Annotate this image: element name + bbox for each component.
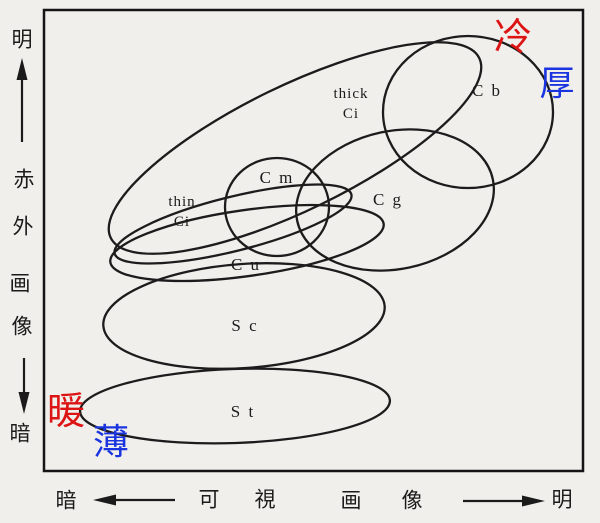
thin-annotation: 薄 [92,422,130,463]
thin-ci-label-line2: Ci [173,214,191,230]
vis-axis-name-char-2: 視 [254,487,276,512]
thick-ci-label-line1: thick [333,86,369,102]
ir-axis-bright-label: 明 [11,27,33,52]
st-label: S t [230,402,256,421]
ir-axis-up-arrow [16,58,28,142]
plot-border [42,8,585,473]
thick-ci-label: thick Ci [334,84,369,124]
thick-ci-ellipse [107,41,483,255]
ir-axis-name-char-2: 外 [12,214,34,239]
cb-ellipse [381,34,555,190]
vis-axis-right-arrow [463,495,545,507]
vis-axis-name-char-1: 可 [198,487,220,512]
cm-ellipse [223,156,331,258]
ir-axis-name-char-1: 赤 [13,167,35,192]
vis-axis-name-char-4: 像 [401,488,423,513]
cu-ellipse [109,203,385,283]
cold-annotation: 冷 [493,15,533,59]
cloud-ellipse-layer [78,34,555,445]
cu-label: C u [230,255,262,274]
ir-axis-name-char-3: 画 [9,271,31,296]
thin-ci-label-line1: thin [168,194,196,210]
vis-axis-left-arrow [93,494,175,506]
ir-axis-name-char-4: 像 [11,314,33,339]
ir-axis-dark-label: 暗 [9,421,31,446]
vis-axis-bright-label: 明 [551,487,573,512]
sc-label: S c [231,316,259,335]
cg-ellipse [294,128,496,272]
vis-axis-dark-label: 暗 [55,488,77,513]
ir-axis-down-arrow [18,358,30,414]
vis-axis-name-char-3: 画 [340,488,362,513]
thin-ci-label: thin Ci [168,192,195,232]
cg-label: C g [372,190,404,209]
cm-label: C m [259,168,295,187]
thick-ci-label-line2: Ci [342,106,360,122]
thick-annotation: 厚 [539,64,575,105]
warm-annotation: 暖 [46,389,86,433]
st-ellipse [78,367,392,445]
cb-label: C b [471,81,503,100]
